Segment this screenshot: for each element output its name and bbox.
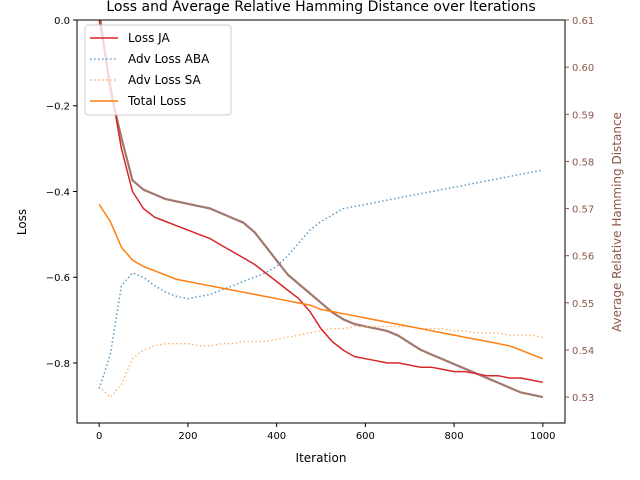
y-axis-ticks: 0.0 −0.2 −0.4 −0.6 −0.8 bbox=[46, 16, 77, 370]
legend-box bbox=[84, 24, 232, 116]
y-tick-label: −0.6 bbox=[46, 273, 70, 284]
plot-lines bbox=[98, 20, 544, 399]
series-line-adv-loss-aba bbox=[98, 169, 543, 389]
y2-tick-label: 0.55 bbox=[572, 299, 594, 310]
legend-items: Loss JA Adv Loss ABA Adv Loss SA Total Loss bbox=[90, 31, 210, 108]
series-line-total-loss bbox=[98, 203, 544, 360]
y-tick-label: −0.2 bbox=[46, 102, 70, 113]
x-tick-label: 400 bbox=[267, 431, 286, 442]
y-tick-label: −0.4 bbox=[46, 187, 70, 198]
plot-frame bbox=[76, 19, 566, 424]
legend-label: Adv Loss ABA bbox=[128, 52, 210, 66]
y-axis-label: Loss bbox=[15, 209, 29, 235]
legend-label: Adv Loss SA bbox=[128, 73, 202, 87]
y2-tick-label: 0.56 bbox=[572, 252, 594, 263]
y2-tick-label: 0.53 bbox=[572, 393, 594, 404]
series-line-hamming-distance bbox=[99, 20, 544, 399]
y2-tick-label: 0.60 bbox=[572, 63, 594, 74]
y2-tick-label: 0.58 bbox=[572, 157, 594, 168]
legend-label: Total Loss bbox=[127, 94, 186, 108]
y2-axis-label: Average Relative Hamming Distance bbox=[610, 112, 624, 332]
x-tick-label: 1000 bbox=[530, 431, 555, 442]
chart-title: Loss and Average Relative Hamming Distan… bbox=[106, 0, 535, 15]
y-tick-label: 0.0 bbox=[54, 16, 70, 27]
legend-label: Loss JA bbox=[128, 31, 170, 45]
series-line-adv-loss-sa bbox=[98, 325, 543, 398]
y2-tick-label: 0.61 bbox=[572, 16, 594, 27]
y2-tick-label: 0.54 bbox=[572, 346, 594, 357]
x-tick-label: 200 bbox=[178, 431, 197, 442]
x-axis-ticks: 0 200 400 600 800 1000 bbox=[96, 423, 556, 442]
x-tick-label: 600 bbox=[356, 431, 375, 442]
legend: Loss JA Adv Loss ABA Adv Loss SA Total Loss bbox=[84, 24, 232, 116]
x-tick-label: 800 bbox=[445, 431, 464, 442]
y2-tick-label: 0.59 bbox=[572, 110, 594, 121]
y2-tick-label: 0.57 bbox=[572, 205, 594, 216]
x-tick-label: 0 bbox=[96, 431, 102, 442]
series-line-loss-ja bbox=[98, 20, 543, 384]
x-axis-label: Iteration bbox=[296, 451, 347, 465]
y2-axis-ticks: 0.53 0.54 0.55 0.56 0.57 0.58 0.59 0.60 0.61 bbox=[565, 16, 594, 404]
y-tick-label: −0.8 bbox=[46, 359, 70, 370]
